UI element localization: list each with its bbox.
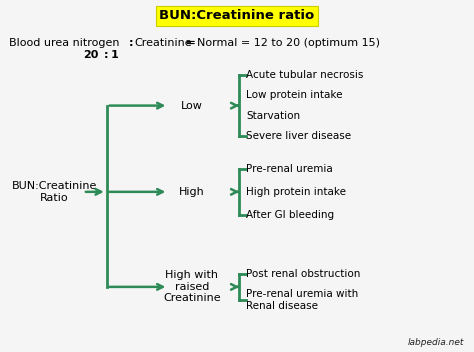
- Text: Low: Low: [181, 101, 203, 111]
- Text: Normal = 12 to 20 (optimum 15): Normal = 12 to 20 (optimum 15): [197, 38, 380, 48]
- Text: :: :: [129, 38, 133, 48]
- Text: BUN:Creatinine
Ratio: BUN:Creatinine Ratio: [12, 181, 97, 203]
- Text: ═: ═: [186, 37, 194, 49]
- Text: labpedia.net: labpedia.net: [408, 338, 465, 347]
- Text: High with
raised
Creatinine: High with raised Creatinine: [163, 270, 221, 303]
- Text: Blood urea nitrogen: Blood urea nitrogen: [9, 38, 120, 48]
- Text: :: :: [103, 50, 108, 60]
- Text: Starvation: Starvation: [246, 111, 301, 121]
- Text: Severe liver disease: Severe liver disease: [246, 131, 352, 141]
- Text: Low protein intake: Low protein intake: [246, 90, 343, 100]
- Text: BUN:Creatinine ratio: BUN:Creatinine ratio: [159, 10, 315, 22]
- Text: Pre-renal uremia with
Renal disease: Pre-renal uremia with Renal disease: [246, 289, 359, 311]
- Text: Post renal obstruction: Post renal obstruction: [246, 269, 361, 279]
- Text: 20: 20: [83, 50, 98, 60]
- Text: High protein intake: High protein intake: [246, 187, 346, 197]
- Text: Acute tubular necrosis: Acute tubular necrosis: [246, 70, 364, 80]
- Text: Pre-renal uremia: Pre-renal uremia: [246, 164, 333, 174]
- Text: High: High: [179, 187, 205, 197]
- Text: 1: 1: [110, 50, 118, 60]
- Text: Creatinine: Creatinine: [134, 38, 192, 48]
- Text: After GI bleeding: After GI bleeding: [246, 210, 335, 220]
